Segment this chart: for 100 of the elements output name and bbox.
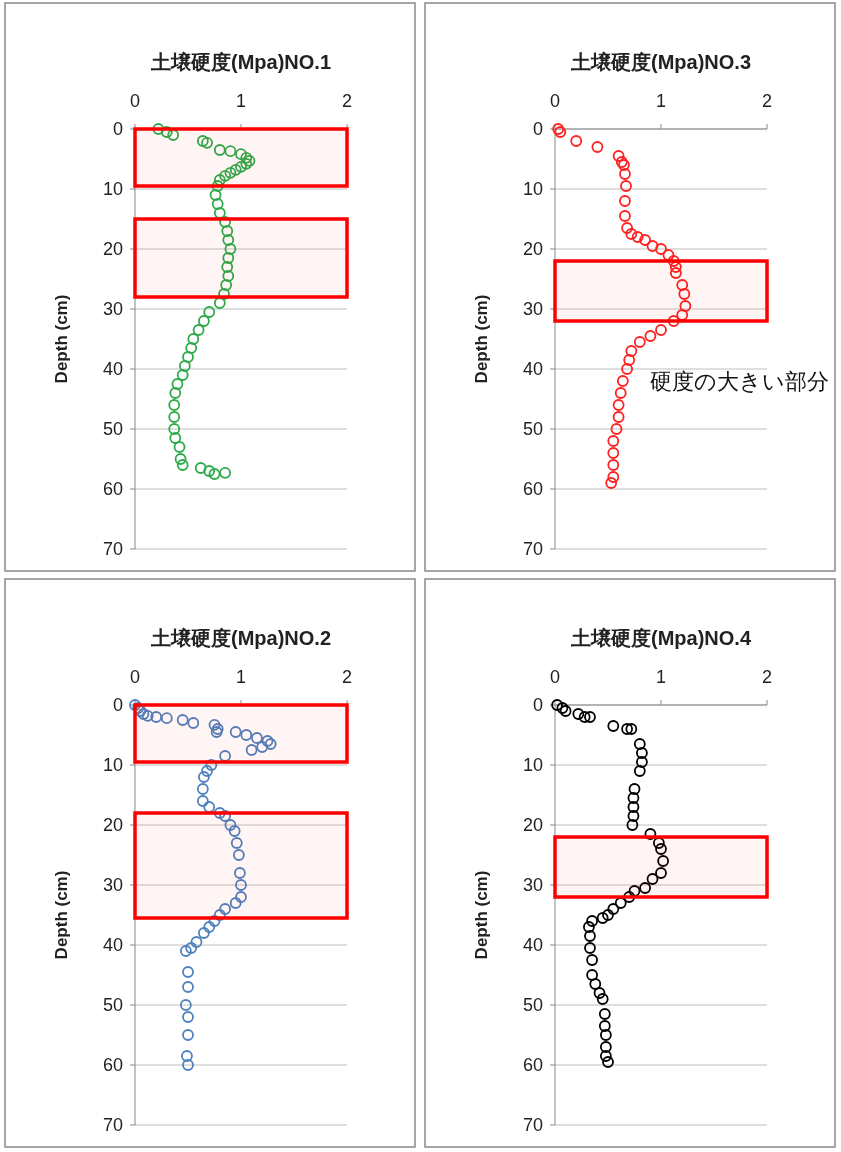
- point: [203, 465, 216, 477]
- point: [208, 915, 221, 927]
- point: [586, 954, 598, 966]
- y-tick-label: 70: [102, 539, 123, 559]
- point: [612, 399, 625, 411]
- point: [602, 909, 614, 921]
- point: [669, 267, 682, 279]
- point: [593, 987, 606, 999]
- point: [667, 255, 680, 267]
- point: [152, 123, 165, 135]
- y-tick-label: 50: [102, 419, 123, 439]
- point: [211, 180, 224, 192]
- point: [168, 399, 181, 411]
- point: [251, 732, 263, 744]
- point: [619, 195, 631, 207]
- y-tick-label: 30: [522, 875, 543, 895]
- point: [235, 160, 247, 173]
- point: [678, 288, 691, 300]
- point: [628, 885, 641, 897]
- point: [551, 699, 564, 711]
- point: [169, 387, 182, 399]
- point: [607, 435, 620, 447]
- point: [219, 903, 231, 915]
- point: [591, 141, 604, 153]
- point: [218, 288, 230, 300]
- point: [187, 717, 200, 729]
- point: [626, 819, 639, 831]
- point: [667, 315, 680, 327]
- point: [646, 873, 659, 885]
- point: [222, 270, 235, 282]
- point: [198, 771, 210, 783]
- point: [614, 897, 627, 909]
- chart-title: 土壌硬度(Mpa)NO.4: [570, 627, 752, 649]
- point: [621, 723, 633, 735]
- y-tick-label: 10: [522, 179, 543, 199]
- point: [213, 297, 226, 309]
- point: [628, 783, 641, 795]
- y-tick-label: 50: [522, 995, 543, 1015]
- point: [187, 333, 200, 345]
- point: [669, 261, 682, 273]
- point: [625, 345, 638, 357]
- point: [572, 708, 585, 720]
- y-tick-label: 10: [522, 755, 543, 775]
- point: [229, 897, 242, 909]
- point: [607, 720, 620, 732]
- point: [598, 1020, 611, 1032]
- x-tick-label: 1: [235, 91, 247, 111]
- point: [203, 801, 216, 813]
- point: [203, 921, 216, 933]
- y-tick-label: 70: [522, 1115, 543, 1135]
- point: [599, 1041, 612, 1053]
- point: [182, 1059, 194, 1071]
- point: [623, 891, 636, 903]
- point: [182, 966, 194, 978]
- point: [676, 309, 689, 321]
- point: [178, 360, 191, 372]
- point: [621, 363, 633, 375]
- y-tick-label: 60: [522, 1055, 543, 1075]
- point: [168, 423, 181, 435]
- point: [219, 750, 231, 762]
- point: [623, 354, 636, 366]
- y-tick-label: 20: [102, 239, 123, 259]
- point: [182, 1011, 194, 1023]
- point: [182, 1029, 194, 1041]
- point: [222, 234, 235, 246]
- y-tick-label: 70: [522, 539, 543, 559]
- point: [171, 378, 184, 390]
- point: [607, 903, 620, 915]
- point: [655, 867, 667, 879]
- y-tick-label: 10: [102, 755, 123, 775]
- y-tick-label: 0: [112, 119, 123, 139]
- point: [639, 882, 651, 894]
- point: [221, 225, 234, 237]
- point: [208, 718, 221, 731]
- point: [213, 174, 226, 186]
- point: [181, 1050, 193, 1062]
- point: [205, 759, 218, 771]
- point: [168, 411, 181, 423]
- point: [245, 744, 258, 756]
- y-tick-label: 50: [522, 419, 543, 439]
- point: [228, 825, 241, 837]
- point: [627, 810, 640, 822]
- annotation: 硬度の大きい部分: [650, 369, 830, 395]
- point: [578, 711, 591, 723]
- y-tick-label: 10: [102, 179, 123, 199]
- point: [631, 231, 644, 243]
- point: [636, 747, 648, 759]
- point: [224, 819, 237, 831]
- point: [234, 867, 246, 879]
- point: [160, 712, 173, 725]
- point: [607, 447, 620, 459]
- point: [213, 144, 226, 156]
- point: [185, 942, 198, 954]
- y-axis-title: Depth (cm): [472, 294, 491, 384]
- point: [619, 168, 631, 180]
- point: [224, 166, 237, 179]
- point: [598, 1008, 611, 1020]
- point: [679, 300, 692, 312]
- y-tick-label: 50: [102, 995, 123, 1015]
- point: [224, 145, 237, 158]
